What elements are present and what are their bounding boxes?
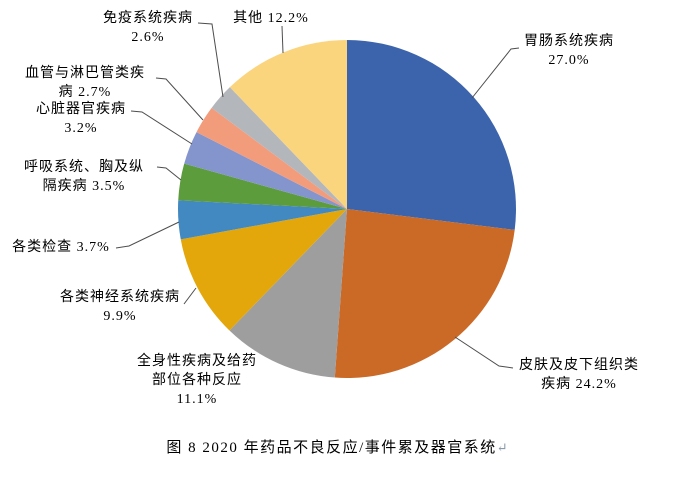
label-vascular: 血管与淋巴管类疾 病 2.7% — [10, 64, 160, 102]
label-line: 免疫系统疾病 — [103, 11, 193, 26]
leader-line-skin — [454, 336, 514, 369]
label-line: 全身性疾病及给药 — [137, 354, 257, 369]
label-line: 11.1% — [176, 392, 218, 407]
label-line: 27.0% — [548, 53, 590, 68]
leader-line-gastrointestinal — [471, 47, 520, 99]
pie-slice-8 — [211, 87, 347, 209]
pie-slice-7 — [196, 107, 347, 209]
leader-line-vascular — [155, 77, 204, 121]
leader-line-examinations — [115, 221, 180, 249]
pie-slice-5 — [178, 163, 347, 209]
leader-line-immune — [197, 22, 224, 98]
label-line: 血管与淋巴管类疾 — [25, 66, 145, 81]
caption-text: 图 8 2020 年药品不良反应/事件累及器官系统 — [166, 440, 497, 456]
label-line: 病 2.7% — [58, 85, 112, 100]
label-line: 呼吸系统、胸及纵 — [24, 160, 144, 175]
label-gastrointestinal: 胃肠系统疾病 27.0% — [517, 32, 621, 70]
pie-slice-0 — [347, 40, 516, 230]
label-examinations: 各类检查 3.7% — [4, 238, 118, 257]
figure-caption: 图 8 2020 年药品不良反应/事件累及器官系统↵ — [0, 436, 674, 457]
label-nervous: 各类神经系统疾病 9.9% — [50, 288, 190, 326]
leader-lines-group — [115, 22, 520, 369]
pie-slice-4 — [178, 200, 347, 240]
label-other: 其他 12.2% — [224, 9, 318, 28]
label-line: 各类检查 3.7% — [12, 240, 110, 255]
pie-slice-1 — [334, 209, 515, 379]
leader-line-respiratory — [156, 166, 182, 181]
label-line: 部位各种反应 — [152, 373, 242, 388]
paragraph-mark-icon: ↵ — [496, 440, 508, 455]
leader-line-other — [281, 25, 284, 54]
label-systemic: 全身性疾病及给药 部位各种反应 11.1% — [128, 352, 266, 409]
label-line: 2.6% — [131, 30, 165, 45]
label-line: 疾病 24.2% — [541, 377, 617, 392]
label-respiratory: 呼吸系统、胸及纵 隔疾病 3.5% — [8, 158, 160, 196]
label-immune: 免疫系统疾病 2.6% — [97, 9, 199, 47]
pie-slice-6 — [184, 132, 347, 209]
label-line: 各类神经系统疾病 — [60, 290, 180, 305]
pie-slice-2 — [229, 209, 347, 378]
label-line: 胃肠系统疾病 — [524, 34, 614, 49]
pie-slices-group — [178, 40, 516, 379]
label-cardiac: 心脏器官疾病 3.2% — [20, 100, 142, 138]
label-line: 3.2% — [64, 121, 98, 136]
pie-slice-9 — [229, 40, 347, 209]
label-line: 其他 12.2% — [233, 11, 309, 26]
label-line: 皮肤及皮下组织类 — [519, 358, 639, 373]
label-line: 心脏器官疾病 — [36, 102, 126, 117]
label-skin: 皮肤及皮下组织类 疾病 24.2% — [510, 356, 648, 394]
leader-line-nervous — [183, 287, 197, 305]
label-line: 隔疾病 3.5% — [42, 179, 126, 194]
label-line: 9.9% — [103, 309, 137, 324]
pie-slice-3 — [180, 209, 347, 331]
leader-line-cardiac — [130, 110, 193, 145]
